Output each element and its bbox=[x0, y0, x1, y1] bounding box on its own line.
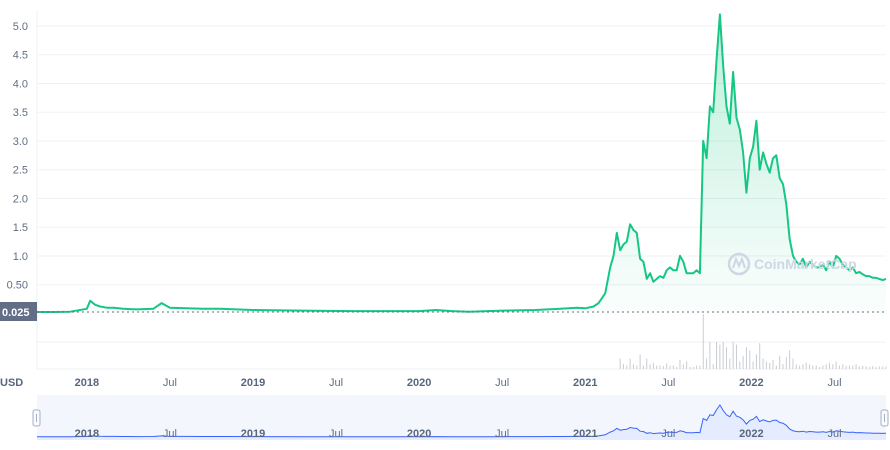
y-tick-label: 4.0 bbox=[13, 78, 28, 90]
x-tick-label: 2020 bbox=[407, 377, 431, 389]
baseline-label: 0.025 bbox=[2, 307, 30, 319]
x-tick-label: Jul bbox=[827, 377, 841, 389]
navigator-tick-label: Jul bbox=[495, 428, 509, 440]
navigator-tick-label: Jul bbox=[661, 428, 675, 440]
x-tick-label: 2021 bbox=[573, 377, 597, 389]
price-area-fill bbox=[37, 14, 886, 313]
y-tick-label: 5.0 bbox=[13, 21, 28, 33]
coinmarketcap-logo-mark bbox=[732, 256, 746, 269]
navigator-line bbox=[37, 404, 887, 438]
y-tick-label: 3.5 bbox=[13, 107, 28, 119]
price-line bbox=[37, 13, 887, 313]
x-tick-label: Jul bbox=[661, 377, 675, 389]
y-tick-label: 4.5 bbox=[13, 50, 28, 62]
navigator-tick-label: 2022 bbox=[739, 428, 763, 440]
navigator-labels: 2018 Jul 2019 Jul 2020 Jul 2021 Jul 2022 Jul bbox=[75, 428, 842, 440]
navigator-series bbox=[37, 404, 887, 440]
volume-bars bbox=[619, 314, 887, 369]
navigator-tick-label: 2021 bbox=[573, 428, 597, 440]
coinmarketcap-watermark: CoinMarketCap bbox=[727, 252, 857, 276]
navigator-tick-label: Jul bbox=[329, 428, 343, 440]
y-tick-label: 2.0 bbox=[13, 193, 28, 205]
currency-label: USD bbox=[0, 377, 23, 389]
price-area bbox=[37, 13, 887, 313]
x-tick-label: 2018 bbox=[75, 377, 99, 389]
y-tick-label: 1.0 bbox=[13, 251, 28, 263]
y-axis-labels: 0.50 1.0 1.5 2.0 2.5 3.0 3.5 4.0 4.5 5.0 bbox=[7, 21, 28, 292]
x-axis-labels: 2018 Jul 2019 Jul 2020 Jul 2021 Jul 2022 Jul bbox=[75, 377, 842, 389]
navigator-tick-label: 2018 bbox=[75, 428, 99, 440]
y-tick-label: 1.5 bbox=[13, 222, 28, 234]
x-tick-label: Jul bbox=[329, 377, 343, 389]
y-tick-label: 3.0 bbox=[13, 136, 28, 148]
y-tick-label: 0.50 bbox=[7, 280, 28, 292]
baseline-label-box bbox=[0, 302, 37, 321]
baseline-marker: 0.025 bbox=[0, 302, 884, 321]
y-tick-label: 2.5 bbox=[13, 165, 28, 177]
x-tick-label: Jul bbox=[495, 377, 509, 389]
navigator-tick-label: Jul bbox=[163, 428, 177, 440]
navigator-tick-label: 2020 bbox=[407, 428, 431, 440]
watermark-text: CoinMarketCap bbox=[754, 256, 857, 272]
navigator-tick-label: Jul bbox=[827, 428, 841, 440]
coinmarketcap-logo-icon bbox=[727, 252, 751, 276]
x-tick-label: 2022 bbox=[739, 377, 763, 389]
navigator[interactable]: 2018 Jul 2019 Jul 2020 Jul 2021 Jul 2022 Jul bbox=[32, 395, 889, 440]
x-tick-label: 2019 bbox=[241, 377, 265, 389]
x-tick-label: Jul bbox=[163, 377, 177, 389]
navigator-tick-label: 2019 bbox=[241, 428, 265, 440]
